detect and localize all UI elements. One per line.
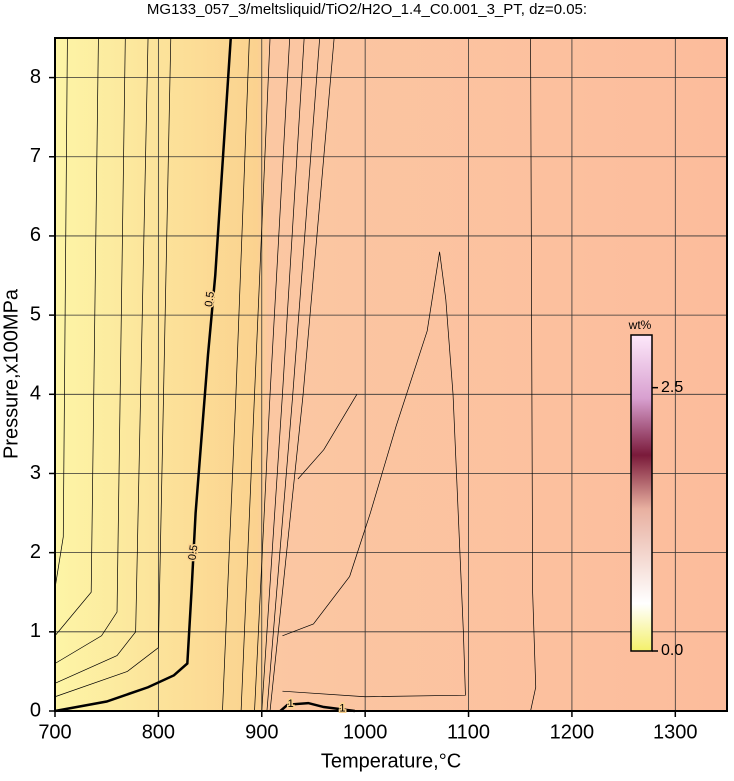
y-axis-label: Pressure,x100MPa xyxy=(0,288,22,459)
contour-line xyxy=(54,37,126,664)
contour-line xyxy=(54,37,68,589)
contour-label: 0.5 xyxy=(186,544,200,561)
contour-line xyxy=(530,37,537,712)
contour-label: 1 xyxy=(339,703,345,715)
contour-line xyxy=(279,701,355,713)
y-tick-label: 4 xyxy=(30,383,41,405)
x-axis-label: Temperature,°C xyxy=(321,750,461,772)
x-tick-label: 1100 xyxy=(447,721,490,743)
x-tick-label: 1200 xyxy=(550,721,595,743)
x-tick-label: 900 xyxy=(245,721,278,743)
plot-frame xyxy=(54,37,728,712)
y-tick-label: 2 xyxy=(30,541,41,563)
x-tick-label: 1000 xyxy=(343,721,388,743)
colorbar-tick-label: 0.0 xyxy=(661,642,683,659)
y-tick-label: 3 xyxy=(30,462,41,484)
contour-line xyxy=(261,37,305,712)
y-tick-label: 0 xyxy=(30,699,41,721)
x-tick-label: 800 xyxy=(142,721,175,743)
contour-line xyxy=(269,37,335,712)
contour-line xyxy=(266,37,321,712)
contour-line xyxy=(54,37,233,713)
contour-line xyxy=(282,251,466,698)
colorbar-tick-label: 2.5 xyxy=(661,379,683,396)
colorbar-label: wt% xyxy=(628,318,652,332)
chart-title: MG133_057_3/meltsliquid/TiO2/H2O_1.4_C0.… xyxy=(147,1,587,18)
contour-line xyxy=(54,37,172,698)
colorbar xyxy=(630,334,653,652)
contour-label: 1 xyxy=(288,698,294,710)
contour-line xyxy=(54,37,99,637)
contour-line xyxy=(222,37,250,712)
y-tick-label: 6 xyxy=(30,224,41,246)
y-tick-label: 8 xyxy=(30,66,41,88)
contour-line xyxy=(297,394,358,480)
x-tick-label: 700 xyxy=(38,721,71,743)
contour-label: 0.5 xyxy=(203,291,217,308)
contour-line xyxy=(240,37,271,712)
y-tick-label: 5 xyxy=(30,303,41,325)
contour-line xyxy=(54,37,149,684)
y-tick-label: 7 xyxy=(30,145,41,167)
y-tick-label: 1 xyxy=(30,620,41,642)
x-tick-label: 1300 xyxy=(653,721,698,743)
plot-background xyxy=(55,38,727,711)
contour-line xyxy=(254,37,291,712)
